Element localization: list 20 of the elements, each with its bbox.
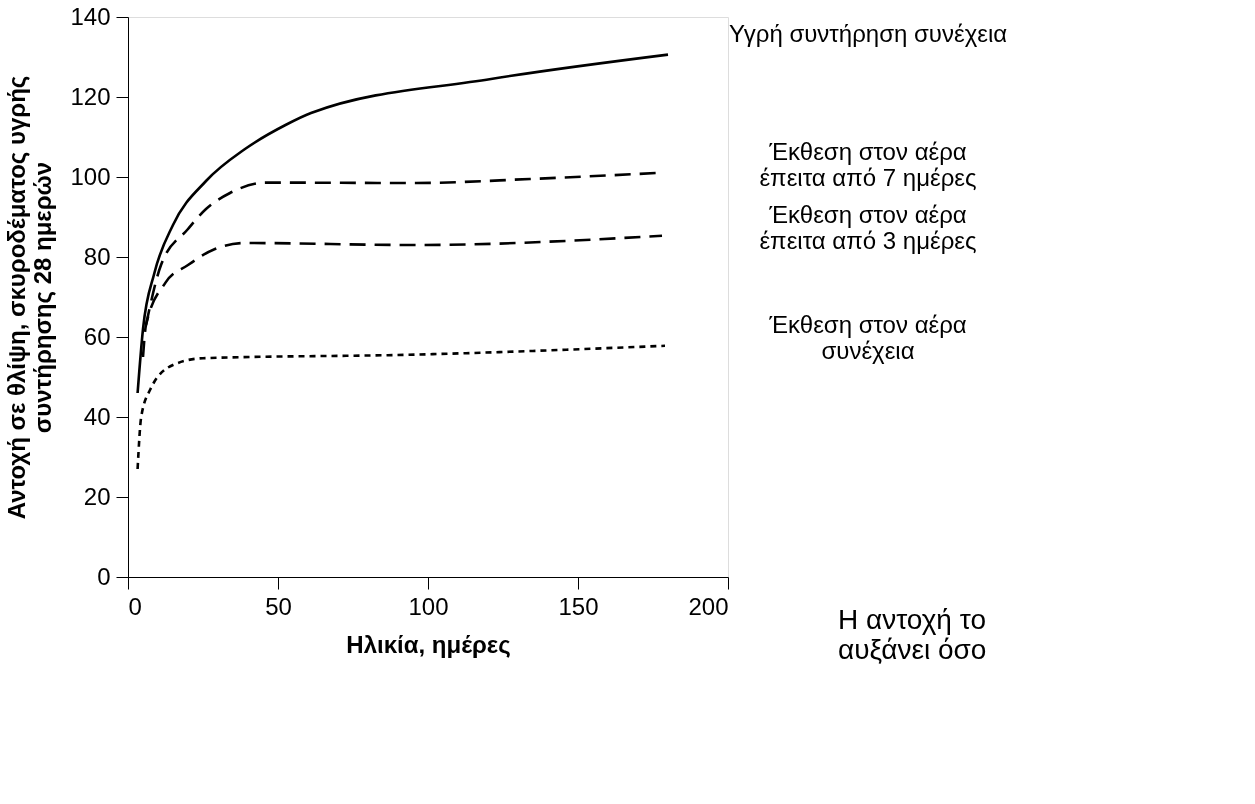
- y-tick-label: 100: [70, 162, 111, 190]
- text: Έκθεση στον αέρα έπειτα από 3 ημέρες: [759, 200, 977, 254]
- text: Έκθεση στον αέρα συνέχεια: [768, 310, 967, 364]
- text: Υγρή συντήρηση συνέχεια: [728, 19, 1008, 47]
- y-tick-label: 40: [83, 402, 111, 430]
- text: Η αντοχή το αυξάνει όσο: [838, 604, 987, 665]
- x-axis-title: Ηλικία, ημέρες: [346, 630, 511, 658]
- y-tick-label: 0: [97, 562, 111, 590]
- y-tick-label: 120: [70, 82, 111, 110]
- y-tick-label: 140: [70, 2, 111, 30]
- y-tick-label: 60: [83, 322, 111, 350]
- text: Έκθεση στον αέρα έπειτα από 7 ημέρες: [759, 138, 977, 191]
- y-axis-title: Αντοχή σε θλίψη, σκυροδέματος υγρής συντήρησης 28 ημερών: [3, 75, 57, 520]
- y-tick-label: 20: [83, 482, 111, 510]
- x-tick-label: 50: [265, 592, 292, 620]
- x-tick-label: 0: [128, 592, 142, 620]
- y-tick-label: 80: [83, 242, 111, 270]
- x-tick-label: 100: [408, 592, 449, 620]
- x-tick-label: 200: [688, 592, 729, 620]
- x-tick-label: 150: [558, 592, 599, 620]
